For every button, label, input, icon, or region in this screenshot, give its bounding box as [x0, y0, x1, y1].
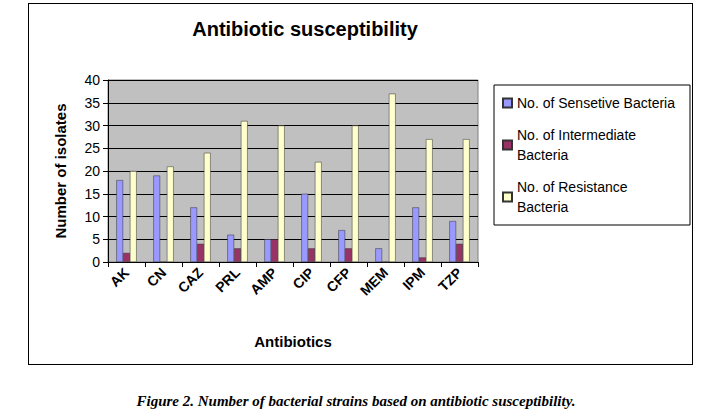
svg-text:Bacteria: Bacteria: [517, 199, 569, 215]
svg-text:30: 30: [84, 118, 100, 134]
svg-text:No. of Intermediate: No. of Intermediate: [517, 127, 640, 143]
svg-text:MEM: MEM: [357, 264, 391, 298]
svg-text:Number of isolates: Number of isolates: [52, 103, 69, 238]
svg-text:5: 5: [92, 231, 100, 247]
svg-text:CAZ: CAZ: [175, 264, 207, 296]
svg-text:AMP: AMP: [247, 264, 280, 297]
svg-text:AK: AK: [107, 264, 133, 290]
svg-text:Antibiotic susceptibility: Antibiotic susceptibility: [192, 18, 418, 40]
svg-text:PRL: PRL: [212, 264, 243, 295]
svg-text:Figure 2. Number of bacterial: Figure 2. Number of bacterial strains ba…: [135, 393, 575, 409]
svg-text:Bacteria: Bacteria: [517, 147, 569, 163]
svg-text:CFP: CFP: [323, 264, 354, 295]
svg-text:No. of Resistance: No. of Resistance: [517, 179, 631, 195]
svg-text:IPM: IPM: [399, 264, 428, 293]
svg-text:25: 25: [84, 140, 100, 156]
svg-text:35: 35: [84, 95, 100, 111]
svg-text:0: 0: [92, 254, 100, 270]
svg-text:40: 40: [84, 72, 100, 88]
svg-text:20: 20: [84, 163, 100, 179]
svg-text:CIP: CIP: [289, 264, 317, 292]
svg-text:TZP: TZP: [435, 264, 465, 294]
svg-text:Antibiotics: Antibiotics: [254, 333, 332, 350]
svg-text:CN: CN: [144, 264, 170, 290]
svg-text:No. of Sensetive Bacteria: No. of Sensetive Bacteria: [517, 95, 675, 111]
svg-text:15: 15: [84, 186, 100, 202]
svg-text:10: 10: [84, 209, 100, 225]
